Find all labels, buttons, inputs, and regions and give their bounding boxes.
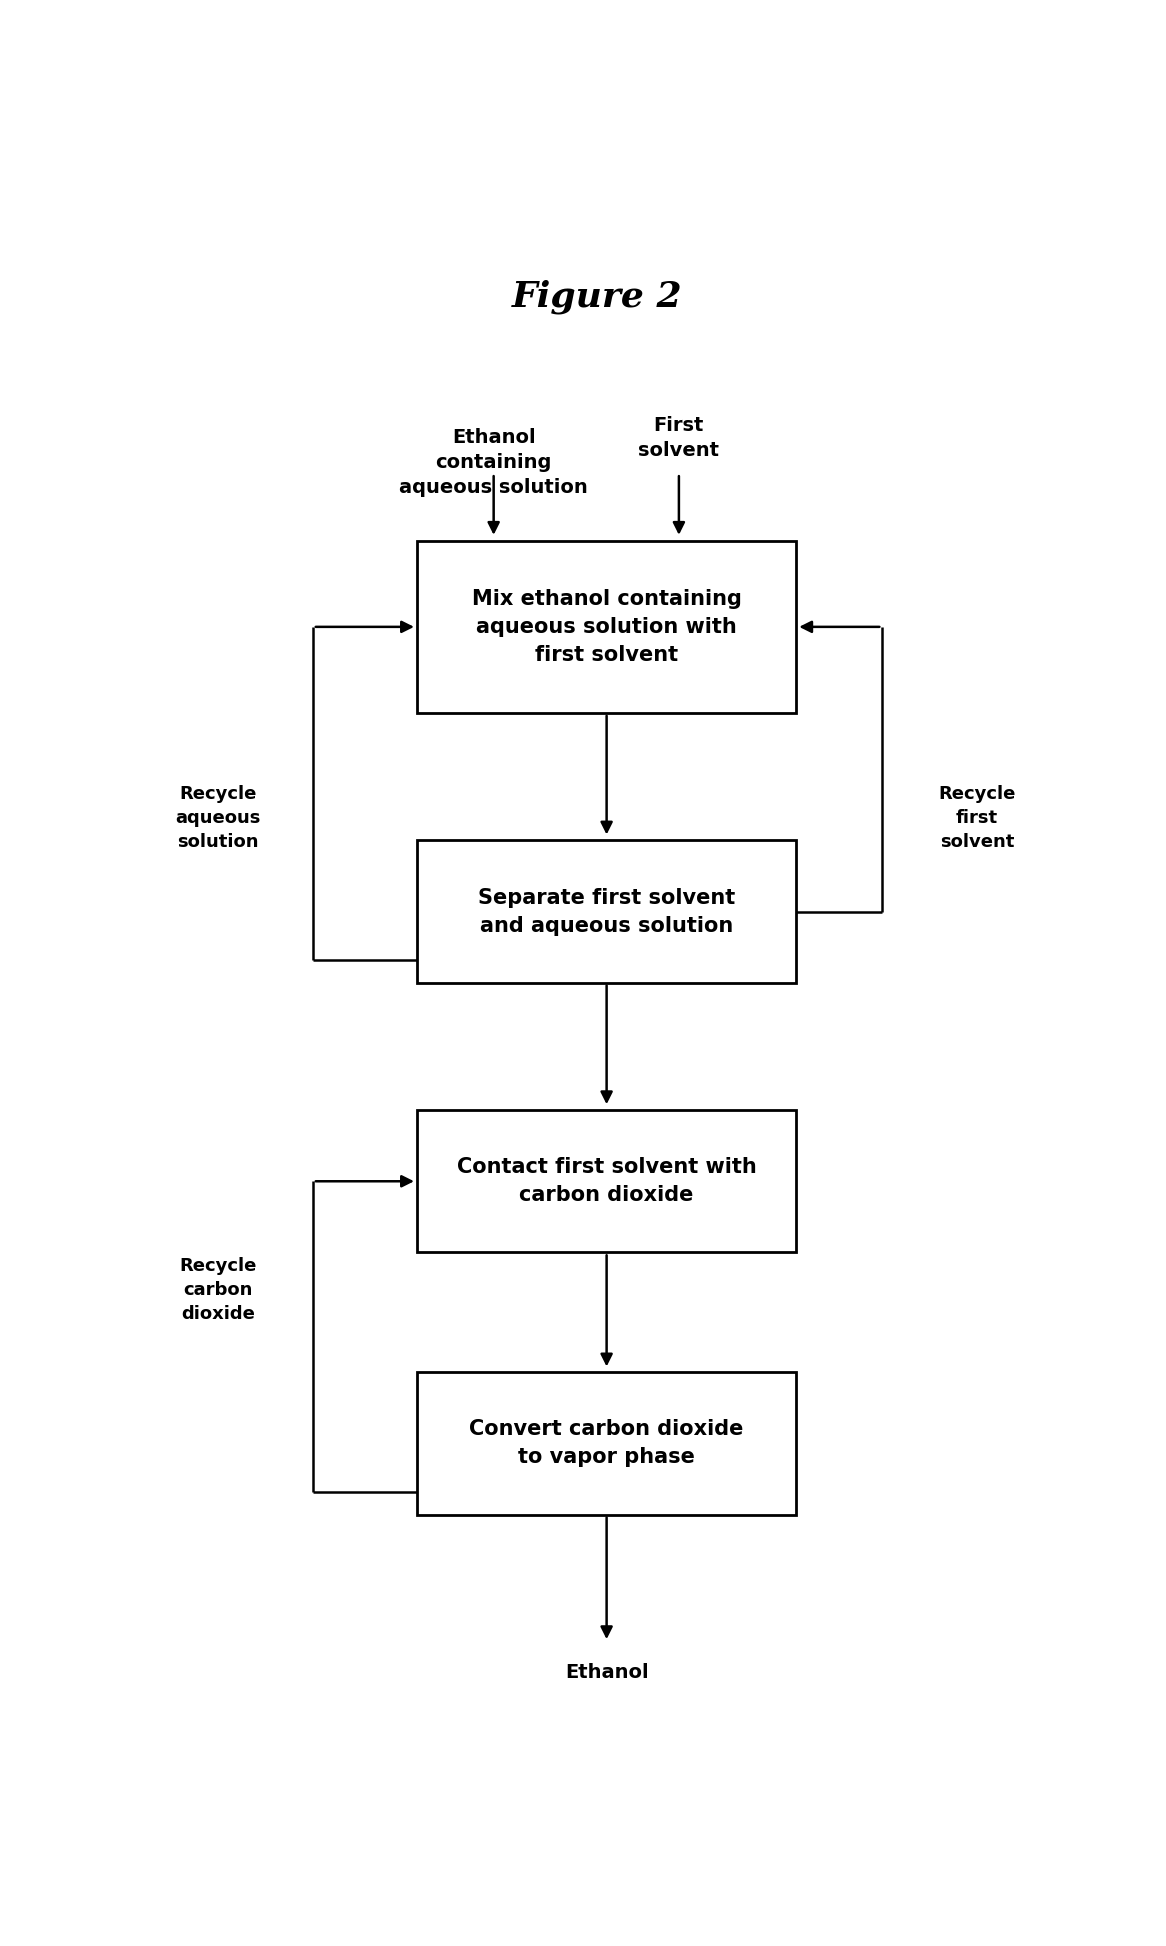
Text: Ethanol
containing
aqueous solution: Ethanol containing aqueous solution xyxy=(399,428,588,498)
Text: Contact first solvent with
carbon dioxide: Contact first solvent with carbon dioxid… xyxy=(457,1158,757,1205)
Bar xyxy=(417,841,796,983)
Text: Mix ethanol containing
aqueous solution with
first solvent: Mix ethanol containing aqueous solution … xyxy=(472,590,742,666)
Text: Figure 2: Figure 2 xyxy=(512,278,683,313)
Text: Recycle
first
solvent: Recycle first solvent xyxy=(939,786,1016,850)
Bar xyxy=(417,541,796,712)
Text: Separate first solvent
and aqueous solution: Separate first solvent and aqueous solut… xyxy=(478,887,736,936)
Text: Recycle
carbon
dioxide: Recycle carbon dioxide xyxy=(180,1257,257,1323)
Text: Ethanol: Ethanol xyxy=(564,1662,648,1681)
Text: First
solvent: First solvent xyxy=(639,416,719,461)
Bar xyxy=(417,1372,796,1514)
Bar xyxy=(417,1109,796,1253)
Text: Recycle
aqueous
solution: Recycle aqueous solution xyxy=(175,786,261,850)
Text: Convert carbon dioxide
to vapor phase: Convert carbon dioxide to vapor phase xyxy=(470,1419,744,1467)
